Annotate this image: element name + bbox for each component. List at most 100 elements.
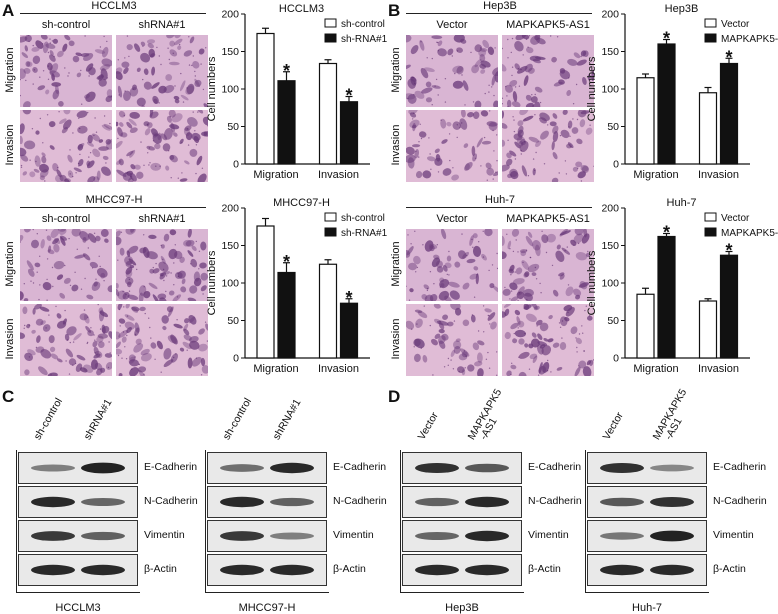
y-tick-label: 100: [221, 278, 239, 290]
y-tick-label: 150: [601, 46, 619, 58]
blot-band: [415, 462, 459, 474]
protein-label: N-Cadherin: [713, 495, 767, 507]
y-axis-label: Cell numbers: [586, 56, 598, 121]
blot-band: [650, 530, 694, 542]
y-axis-label: Cell numbers: [206, 250, 218, 315]
micrograph-image: [116, 229, 208, 301]
micrograph-image: [20, 304, 112, 376]
blot-band: [81, 498, 125, 506]
blot-band: [81, 564, 125, 576]
blot-band: [465, 564, 509, 576]
x-tick-label: Migration: [253, 169, 298, 181]
panel-label-c: C: [2, 387, 15, 406]
blot-strip: [402, 486, 522, 518]
y-tick-label: 50: [607, 315, 619, 327]
cell-line-bracket: [205, 592, 329, 593]
legend-label: sh-RNA#1: [341, 228, 388, 239]
legend-swatch: [704, 33, 717, 43]
micrograph-image: [406, 229, 498, 301]
blot-band: [220, 464, 264, 472]
x-tick-label: Invasion: [318, 363, 359, 375]
protein-label: N-Cadherin: [333, 495, 387, 507]
column-header: Vector: [436, 213, 468, 225]
legend-label: sh-RNA#1: [341, 34, 388, 45]
y-axis-label: Cell numbers: [206, 56, 218, 121]
blot-band: [220, 531, 264, 541]
bar-vector-migration: [636, 293, 655, 359]
significance-marker: *: [725, 241, 732, 261]
row-label: Invasion: [4, 124, 16, 166]
legend-swatch: [324, 18, 337, 28]
column-header: MAPKAPK5-AS1: [506, 19, 590, 31]
micrograph-title: HCCLM3: [91, 0, 137, 12]
significance-marker: *: [345, 86, 352, 106]
bar-vector-migration: [636, 77, 655, 165]
title-underline: [406, 13, 592, 14]
panel-label-a: A: [2, 1, 15, 20]
y-tick-label: 200: [221, 9, 239, 21]
y-axis-label: Cell numbers: [586, 250, 598, 315]
micrograph-image: [502, 35, 594, 107]
chart-title: MHCC97-H: [273, 197, 330, 209]
micrograph-title: MHCC97-H: [85, 194, 143, 206]
chart-title: Hep3B: [665, 3, 699, 15]
protein-label: Vimentin: [144, 529, 185, 541]
lane-header: shRNA#1: [270, 397, 304, 442]
x-tick-label: Migration: [633, 169, 678, 181]
y-tick-label: 150: [221, 46, 239, 58]
y-tick-label: 0: [613, 353, 619, 365]
bar-vector-invasion: [698, 300, 718, 359]
micrograph-image: [502, 110, 594, 182]
y-tick-label: 150: [221, 240, 239, 252]
y-tick-label: 150: [601, 240, 619, 252]
lane-header: Vector: [600, 410, 626, 442]
protein-label: β-Actin: [144, 563, 177, 575]
blot-band: [31, 564, 75, 576]
legend-label: Vector: [721, 213, 750, 224]
title-underline: [406, 207, 592, 208]
cell-line-bracket: [16, 592, 140, 593]
blot-strip: [402, 520, 522, 552]
bar-sh-control-migration: [256, 225, 275, 359]
bar-sh-control-invasion: [318, 263, 338, 359]
cell-line-bracket-side: [205, 450, 206, 593]
cell-line-label: MHCC97-H: [238, 602, 296, 614]
cell-line-label: Hep3B: [445, 602, 479, 614]
protein-label: E-Cadherin: [528, 461, 582, 473]
lane-header: sh-control: [31, 396, 66, 442]
cell-line-bracket-side: [585, 450, 586, 593]
significance-marker: *: [725, 47, 732, 67]
title-underline: [20, 207, 206, 208]
y-tick-label: 0: [233, 159, 239, 171]
significance-marker: *: [663, 223, 670, 243]
blot-band: [270, 564, 314, 576]
micrograph-image: [502, 229, 594, 301]
micrograph-image: [116, 110, 208, 182]
blot-band: [415, 564, 459, 576]
lane-header: sh-control: [220, 396, 255, 442]
bar-sh-rna-1-invasion: [339, 302, 359, 359]
protein-label: Vimentin: [528, 529, 569, 541]
blot-strip: [587, 486, 707, 518]
legend-swatch: [324, 33, 337, 43]
micrograph-image: [116, 304, 208, 376]
y-tick-label: 100: [221, 84, 239, 96]
row-label: Invasion: [4, 318, 16, 360]
legend-label: MAPKAPK5-AS1: [721, 34, 778, 45]
bar-sh-control-migration: [256, 32, 275, 165]
bar-mapkapk5-as1-invasion: [719, 62, 739, 165]
blot-strip: [402, 452, 522, 484]
micrograph-image: [20, 35, 112, 107]
protein-label: N-Cadherin: [144, 495, 198, 507]
x-tick-label: Invasion: [318, 169, 359, 181]
chart-title: Huh-7: [667, 197, 697, 209]
blot-band: [81, 462, 125, 474]
blot-band: [650, 464, 694, 472]
blot-band: [650, 564, 694, 576]
protein-label: Vimentin: [713, 529, 754, 541]
bar-sh-rna-1-invasion: [339, 101, 359, 165]
legend-swatch: [704, 18, 717, 28]
bar-sh-control-invasion: [318, 62, 338, 165]
blot-strip: [402, 554, 522, 586]
blot-band: [81, 531, 125, 541]
